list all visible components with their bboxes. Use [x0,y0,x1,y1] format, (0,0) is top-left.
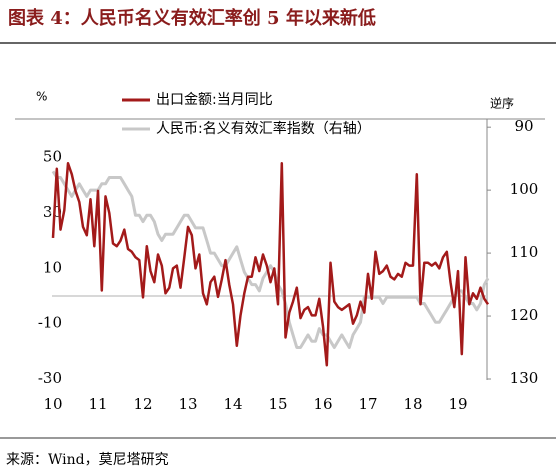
y-tick-label: -10 [38,314,62,332]
y2-tick-label: 130 [510,369,539,387]
x-tick-label: 15 [268,395,287,413]
x-tick-label: 12 [133,395,152,413]
y-tick-label: 50 [43,148,62,166]
x-tick-label: 16 [313,395,332,413]
x-tick-label: 10 [43,395,62,413]
series-line [51,170,490,349]
y-tick-label: 10 [43,258,62,276]
x-tick-label: 19 [448,395,467,413]
chart-title: 图表 4：人民币名义有效汇率创 5 年以来新低 [8,7,376,29]
legend-label: 出口金额:当月同比 [156,92,273,108]
x-tick-label: 18 [403,395,422,413]
source: 来源：Wind，莫尼塔研究 [6,452,169,468]
x-tick-label: 17 [358,395,377,413]
legend-label: 人民币:名义有效汇率指数（右轴） [156,120,371,137]
x-tick-label: 11 [88,395,107,413]
y2-tick-label: 100 [510,180,539,198]
y2-note: 逆序 [490,96,514,111]
y2-tick-label: 90 [514,117,533,135]
x-tick-label: 14 [223,395,242,413]
y2-tick-label: 120 [510,306,539,324]
series-line [51,162,490,367]
y-tick-label: -30 [38,369,62,387]
y-unit: % [36,90,47,104]
y2-tick-label: 110 [510,243,539,261]
y-tick-label: 30 [43,203,62,221]
x-tick-label: 13 [178,395,197,413]
